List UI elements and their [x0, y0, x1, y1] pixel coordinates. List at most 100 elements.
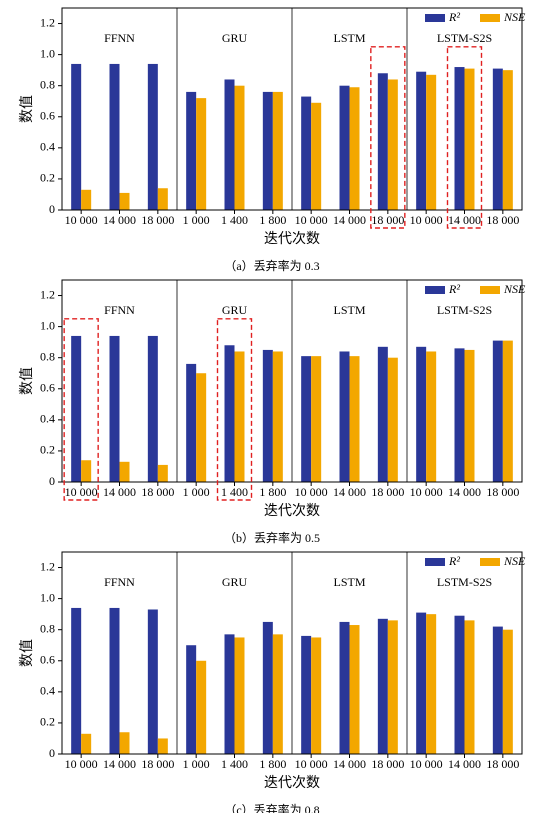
legend-swatch	[480, 558, 500, 566]
y-tick-label: 0.2	[40, 715, 55, 729]
bar	[339, 85, 350, 210]
y-tick-label: 0.6	[40, 109, 55, 123]
caption: （a）丢弃率为 0.3	[224, 258, 319, 273]
bar	[387, 79, 398, 210]
bar	[301, 356, 312, 482]
legend-label: R²	[448, 10, 460, 24]
bar	[224, 79, 235, 210]
bar	[311, 102, 322, 210]
y-tick-label: 1.0	[40, 590, 55, 604]
y-tick-label: 0.2	[40, 171, 55, 185]
bar	[492, 340, 503, 482]
bar	[196, 660, 207, 754]
bar	[224, 345, 235, 482]
bar	[109, 335, 120, 482]
x-tick-label: 18 000	[486, 485, 519, 499]
x-tick-label: 14 000	[448, 213, 481, 227]
legend-swatch	[425, 14, 445, 22]
bar	[464, 620, 475, 754]
x-tick-label: 1 400	[221, 757, 248, 771]
bar	[119, 192, 130, 210]
x-tick-label: 1 800	[259, 213, 286, 227]
bar	[416, 612, 427, 754]
group-label: GRU	[222, 303, 248, 317]
bar	[454, 67, 465, 211]
bar	[147, 335, 158, 482]
bar	[416, 71, 427, 210]
x-tick-label: 1 000	[183, 213, 210, 227]
bar	[157, 188, 168, 210]
y-tick-label: 1.2	[40, 287, 55, 301]
y-tick-label: 0.8	[40, 621, 55, 635]
bar	[272, 91, 283, 210]
group-label: LSTM	[333, 575, 365, 589]
x-tick-label: 14 000	[448, 485, 481, 499]
bar	[387, 620, 398, 754]
plot-frame	[61, 7, 523, 211]
x-tick-label: 14 000	[333, 213, 366, 227]
group-label: FFNN	[104, 575, 135, 589]
y-tick-label: 0.4	[40, 684, 55, 698]
y-tick-label: 0.2	[40, 443, 55, 457]
group-label: LSTM	[333, 303, 365, 317]
y-tick-label: 1.2	[40, 559, 55, 573]
x-tick-label: 10 000	[410, 213, 443, 227]
bar	[234, 351, 245, 482]
bar	[349, 87, 360, 210]
x-tick-label: 1 400	[221, 485, 248, 499]
bar	[196, 98, 207, 210]
x-axis-label: 迭代次数	[264, 503, 320, 519]
bar	[71, 63, 82, 210]
y-axis-label: 数值	[19, 639, 35, 667]
bar	[272, 634, 283, 754]
bar	[71, 607, 82, 754]
y-axis-label: 数值	[19, 367, 35, 395]
bar	[234, 85, 245, 210]
bar	[339, 351, 350, 482]
y-tick-label: 1.0	[40, 46, 55, 60]
x-tick-label: 1 000	[183, 757, 210, 771]
bar	[301, 635, 312, 754]
bar	[377, 73, 388, 210]
plot-frame	[61, 279, 523, 483]
bar	[81, 460, 92, 482]
x-tick-label: 18 000	[486, 757, 519, 771]
y-tick-label: 0.4	[40, 412, 55, 426]
bar	[262, 621, 273, 754]
bar	[196, 373, 207, 482]
x-tick-label: 10 000	[65, 757, 98, 771]
x-tick-label: 14 000	[103, 213, 136, 227]
bar	[224, 634, 235, 754]
x-tick-label: 14 000	[448, 757, 481, 771]
bar	[502, 340, 513, 482]
legend-swatch	[480, 286, 500, 294]
group-label: LSTM-S2S	[437, 303, 492, 317]
x-tick-label: 1 000	[183, 485, 210, 499]
legend-label: R²	[448, 282, 460, 296]
x-tick-label: 18 000	[141, 757, 174, 771]
bar	[502, 629, 513, 754]
y-tick-label: 1.2	[40, 15, 55, 29]
legend-label: NSE	[503, 554, 526, 568]
x-axis-label: 迭代次数	[264, 231, 320, 247]
bar	[71, 335, 82, 482]
y-tick-label: 0.6	[40, 381, 55, 395]
group-label: GRU	[222, 31, 248, 45]
highlight-box	[446, 46, 483, 229]
bar	[272, 351, 283, 482]
legend-swatch	[480, 14, 500, 22]
bar	[416, 346, 427, 482]
bar	[147, 609, 158, 754]
x-tick-label: 18 000	[486, 213, 519, 227]
y-tick-label: 0.8	[40, 77, 55, 91]
x-axis-label: 迭代次数	[264, 775, 320, 791]
bar	[492, 626, 503, 754]
x-tick-label: 18 000	[371, 757, 404, 771]
bar	[186, 645, 197, 754]
bar	[301, 96, 312, 210]
bar	[186, 363, 197, 482]
bar	[157, 738, 168, 754]
x-tick-label: 10 000	[65, 485, 98, 499]
x-tick-label: 14 000	[103, 485, 136, 499]
bar	[426, 74, 437, 210]
